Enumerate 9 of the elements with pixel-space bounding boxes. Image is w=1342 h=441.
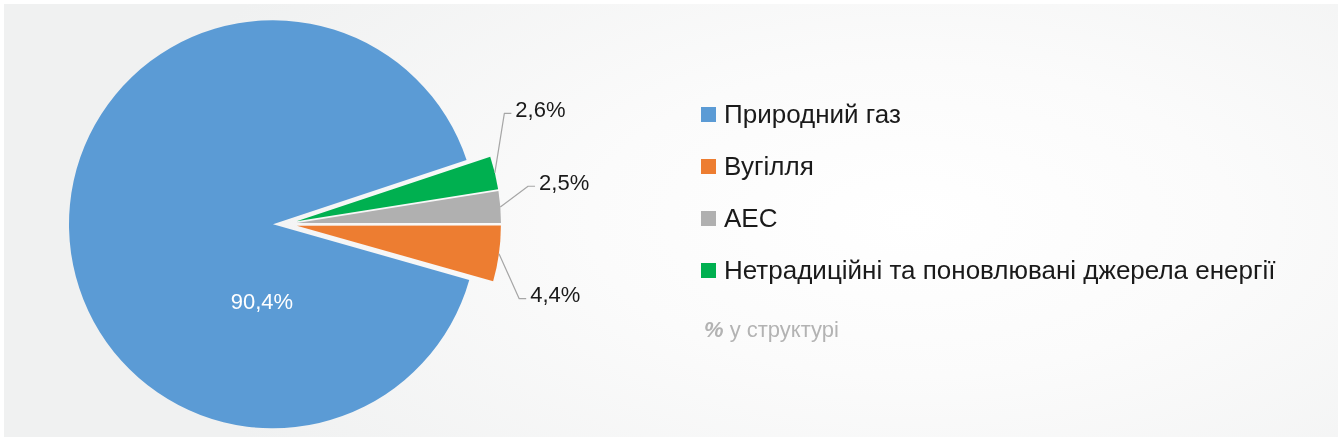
legend-label: Природний газ <box>724 98 901 129</box>
data-label: 90,4% <box>230 289 294 315</box>
data-label: 4,4% <box>530 282 581 308</box>
legend-label: Нетрадиційні та поновлювані джерела енергії <box>724 254 1276 285</box>
text: % у структурі <box>704 317 839 342</box>
data-label: 2,6% <box>515 96 566 122</box>
legend-label: Вугілля <box>724 150 814 181</box>
data-label: 2,5% <box>539 169 590 195</box>
legend-label: АЕС <box>724 202 778 233</box>
